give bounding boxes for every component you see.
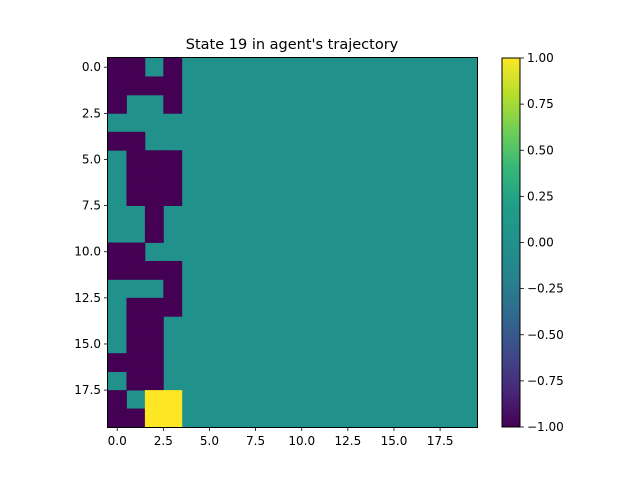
- heatmap-cell: [126, 408, 146, 428]
- heatmap-cell: [108, 390, 127, 409]
- heatmap-cell: [126, 353, 146, 373]
- x-tick-label: 0.0: [108, 434, 127, 448]
- y-tick-label: 2.5: [82, 106, 101, 120]
- x-tick-label: 17.5: [427, 434, 454, 448]
- heatmap-cell: [144, 316, 164, 336]
- heatmap-cell: [126, 316, 146, 336]
- x-axis: 0.0 2.5 5.0 7.5 10.0 12.5 15.0 17.5: [108, 427, 454, 448]
- heatmap-cell: [163, 279, 183, 299]
- heatmap-cell: [126, 76, 146, 96]
- y-tick-label: 10.0: [74, 245, 101, 259]
- chart-title: State 19 in agent's trajectory: [186, 37, 399, 53]
- heatmap-cell: [144, 353, 164, 373]
- heatmap-cell: [108, 408, 127, 428]
- x-tick-label: 12.5: [334, 434, 361, 448]
- colorbar-tick-label: 0.00: [527, 236, 554, 250]
- colorbar-tick-label: −0.50: [527, 328, 564, 342]
- x-tick-label: 15.0: [381, 434, 408, 448]
- heatmap-cell: [163, 94, 183, 114]
- heatmap-cell: [108, 131, 127, 151]
- colorbar-axis: 1.00 0.75 0.50 0.25 0.00 −0.25 −0.50 −0.75 −1.00: [520, 51, 564, 434]
- heatmap-cell: [126, 131, 146, 151]
- heatmap-cell: [144, 260, 164, 280]
- colorbar-tick-label: 0.25: [527, 189, 554, 203]
- heatmap-cell: [144, 205, 164, 225]
- colorbar-tick-label: 0.75: [527, 97, 554, 111]
- heatmap-cell: [144, 297, 164, 317]
- heatmap-cell: [126, 242, 146, 262]
- x-tick-label: 5.0: [200, 434, 219, 448]
- y-tick-label: 17.5: [74, 383, 101, 397]
- y-tick-label: 15.0: [74, 337, 101, 351]
- heatmap-cell: [108, 58, 127, 77]
- heatmap-cell: [144, 187, 164, 206]
- heatmap-cell: [163, 150, 183, 170]
- heatmap-cell: [108, 353, 127, 373]
- heatmap-cell: [163, 408, 183, 428]
- heatmap-cell: [126, 150, 146, 170]
- heatmap-cell: [144, 150, 164, 170]
- heatmap-cell: [144, 371, 164, 391]
- heatmap-cell: [126, 168, 146, 188]
- heatmap-cell: [108, 94, 127, 114]
- heatmap-cells: [108, 58, 477, 428]
- heatmap-cell: [144, 390, 164, 409]
- heatmap-cell: [108, 76, 127, 96]
- heatmap-cell: [108, 242, 127, 262]
- colorbar-tick-label: 0.50: [527, 143, 554, 157]
- y-tick-label: 7.5: [82, 199, 101, 213]
- heatmap-cell: [126, 297, 146, 317]
- heatmap-cell: [144, 334, 164, 354]
- x-tick-label: 7.5: [246, 434, 265, 448]
- plot-frame: [107, 57, 478, 428]
- heatmap-background: [108, 58, 477, 427]
- colorbar-tick-label: −0.25: [527, 282, 564, 296]
- heatmap-cell: [163, 58, 183, 77]
- colorbar-tick-label: 1.00: [527, 51, 554, 65]
- y-tick-label: 5.0: [82, 152, 101, 166]
- heatmap-cell: [108, 260, 127, 280]
- heatmap-cell: [144, 168, 164, 188]
- colorbar-tick-label: −0.75: [527, 374, 564, 388]
- heatmap-cell: [126, 334, 146, 354]
- heatmap-cell: [144, 76, 164, 96]
- heatmap-cell: [126, 371, 146, 391]
- heatmap-cell: [163, 297, 183, 317]
- heatmap-cell: [163, 76, 183, 96]
- y-tick-label: 0.0: [82, 60, 101, 74]
- x-tick-label: 2.5: [154, 434, 173, 448]
- colorbar: [501, 57, 521, 428]
- heatmap-cell: [163, 168, 183, 188]
- heatmap-cell: [126, 187, 146, 206]
- heatmap-cell: [126, 260, 146, 280]
- heatmap-cell: [163, 187, 183, 206]
- heatmap-cell: [126, 58, 146, 77]
- colorbar-tick-label: −1.00: [527, 420, 564, 434]
- heatmap-cell: [144, 224, 164, 243]
- heatmap-cell: [163, 260, 183, 280]
- heatmap-cell: [144, 408, 164, 428]
- heatmap-cell: [163, 390, 183, 409]
- x-tick-label: 10.0: [288, 434, 315, 448]
- y-tick-label: 12.5: [74, 291, 101, 305]
- y-axis: 0.0 2.5 5.0 7.5 10.0 12.5 15.0 17.5: [74, 60, 108, 397]
